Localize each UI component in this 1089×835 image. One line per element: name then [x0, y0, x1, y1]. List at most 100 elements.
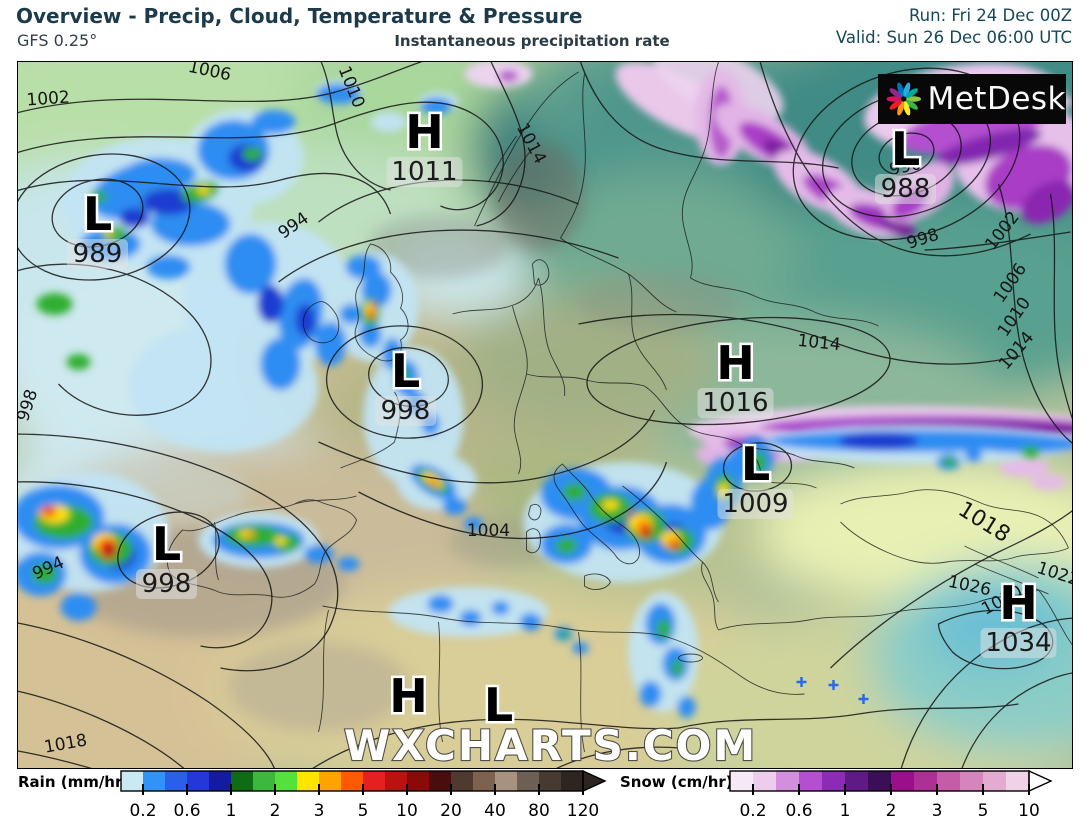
legend-segment	[209, 771, 231, 791]
legend-segment	[799, 771, 822, 791]
valid-time: Valid: Sun 26 Dec 06:00 UTC	[835, 28, 1072, 47]
legend-segment	[165, 771, 187, 791]
legend-tick-label: 2	[886, 801, 897, 821]
legend-tick-label: 0.2	[129, 801, 156, 821]
pressure-letter: H	[716, 336, 755, 390]
pressure-letter: L	[152, 517, 181, 571]
run-time: Run: Fri 24 Dec 00Z	[908, 6, 1072, 25]
legend-tick-label: 3	[314, 801, 325, 821]
pressure-value: 1009	[722, 489, 788, 519]
legend-segment	[983, 771, 1006, 791]
legend-arrow	[582, 769, 607, 793]
legend-tick-label: 10	[396, 801, 418, 821]
rain-areas	[18, 80, 1072, 718]
metdesk-pinwheel-icon	[886, 82, 922, 116]
legend-segment	[730, 771, 753, 791]
legend-segment	[891, 771, 914, 791]
legend-segment	[187, 771, 209, 791]
isobar-label: 1014	[796, 331, 841, 355]
legend-segment	[822, 771, 845, 791]
legend-segment	[407, 771, 429, 791]
snow-color-scale: 0.2 0.6 1 2 3 5 10	[729, 769, 1053, 821]
legend-segment	[231, 771, 253, 791]
country-borders	[166, 62, 1072, 753]
legend-tick-label: 40	[484, 801, 506, 821]
legend-segment	[429, 771, 451, 791]
watermark: WXCHARTS.COM	[344, 721, 757, 768]
legend-segment	[868, 771, 891, 791]
legend-segment	[539, 771, 561, 791]
legend-tick-label: 2	[270, 801, 281, 821]
isobar-label: 1002	[26, 88, 71, 111]
legend-tick-label: 120	[567, 801, 599, 821]
pressure-letter: H	[389, 669, 428, 723]
legend-tick-label: 5	[358, 801, 369, 821]
legend-segment	[385, 771, 407, 791]
legend-segment	[960, 771, 983, 791]
legend-segment	[253, 771, 275, 791]
legend-segment	[753, 771, 776, 791]
legend-tick-label: 1	[226, 801, 237, 821]
pressure-letter: L	[484, 678, 513, 732]
legend-segment	[319, 771, 341, 791]
layer-subtitle: Instantaneous precipitation rate	[394, 32, 670, 50]
model-label: GFS 0.25°	[17, 31, 98, 50]
pressure-letter: L	[391, 344, 420, 398]
legend-segment	[561, 771, 583, 791]
page-title: Overview - Precip, Cloud, Temperature & …	[16, 4, 583, 28]
legend-segment	[451, 771, 473, 791]
pressure-letter: L	[891, 122, 920, 176]
weather-map: 1002 1006 1010 1014 994 998 990 998 1002 1006 1010…	[17, 61, 1073, 769]
legend-tick-label: 1	[840, 801, 851, 821]
metdesk-logo-text: MetDesk	[927, 81, 1066, 117]
legend-tick-label: 0.2	[739, 801, 766, 821]
header: Overview - Precip, Cloud, Temperature & …	[0, 0, 1089, 61]
legend-segment	[297, 771, 319, 791]
legend-segment	[121, 771, 143, 791]
legend-tick-label: 10	[1018, 801, 1040, 821]
legend-segment	[776, 771, 799, 791]
pressure-value: 998	[142, 569, 192, 599]
legend-segment	[517, 771, 539, 791]
legend-segment	[845, 771, 868, 791]
legend-segment	[143, 771, 165, 791]
legend-segment	[937, 771, 960, 791]
pressure-value: 1034	[985, 628, 1051, 658]
pressure-center-h: H	[387, 667, 431, 726]
pressure-value: 1016	[702, 388, 768, 418]
legend-tick-label: 3	[932, 801, 943, 821]
legend-segment	[275, 771, 297, 791]
lightning-marks	[796, 677, 869, 704]
legend: Rain (mm/hr) 0.2 0.6 1 2 3 5 10 20 40 80 120 Snow …	[0, 769, 1089, 835]
pressure-center-l: L	[481, 676, 515, 735]
snow-legend-label: Snow (cm/hr)	[620, 773, 733, 791]
pressure-value: 1011	[391, 157, 457, 187]
legend-segment	[341, 771, 363, 791]
isobar-label: 1004	[467, 521, 510, 541]
legend-arrow	[1028, 769, 1053, 793]
pressure-value: 988	[881, 174, 931, 204]
legend-segment	[1006, 771, 1029, 791]
pressure-value: 998	[381, 396, 431, 426]
pressure-letter: H	[405, 105, 444, 159]
pressure-letter: L	[741, 437, 770, 491]
rain-legend-label: Rain (mm/hr)	[18, 773, 130, 791]
legend-segment	[473, 771, 495, 791]
metdesk-logo: MetDesk	[878, 74, 1066, 124]
legend-tick-label: 5	[978, 801, 989, 821]
legend-segment	[495, 771, 517, 791]
legend-tick-label: 0.6	[785, 801, 812, 821]
legend-tick-label: 80	[528, 801, 550, 821]
legend-segment	[363, 771, 385, 791]
pressure-letter: H	[999, 576, 1038, 630]
